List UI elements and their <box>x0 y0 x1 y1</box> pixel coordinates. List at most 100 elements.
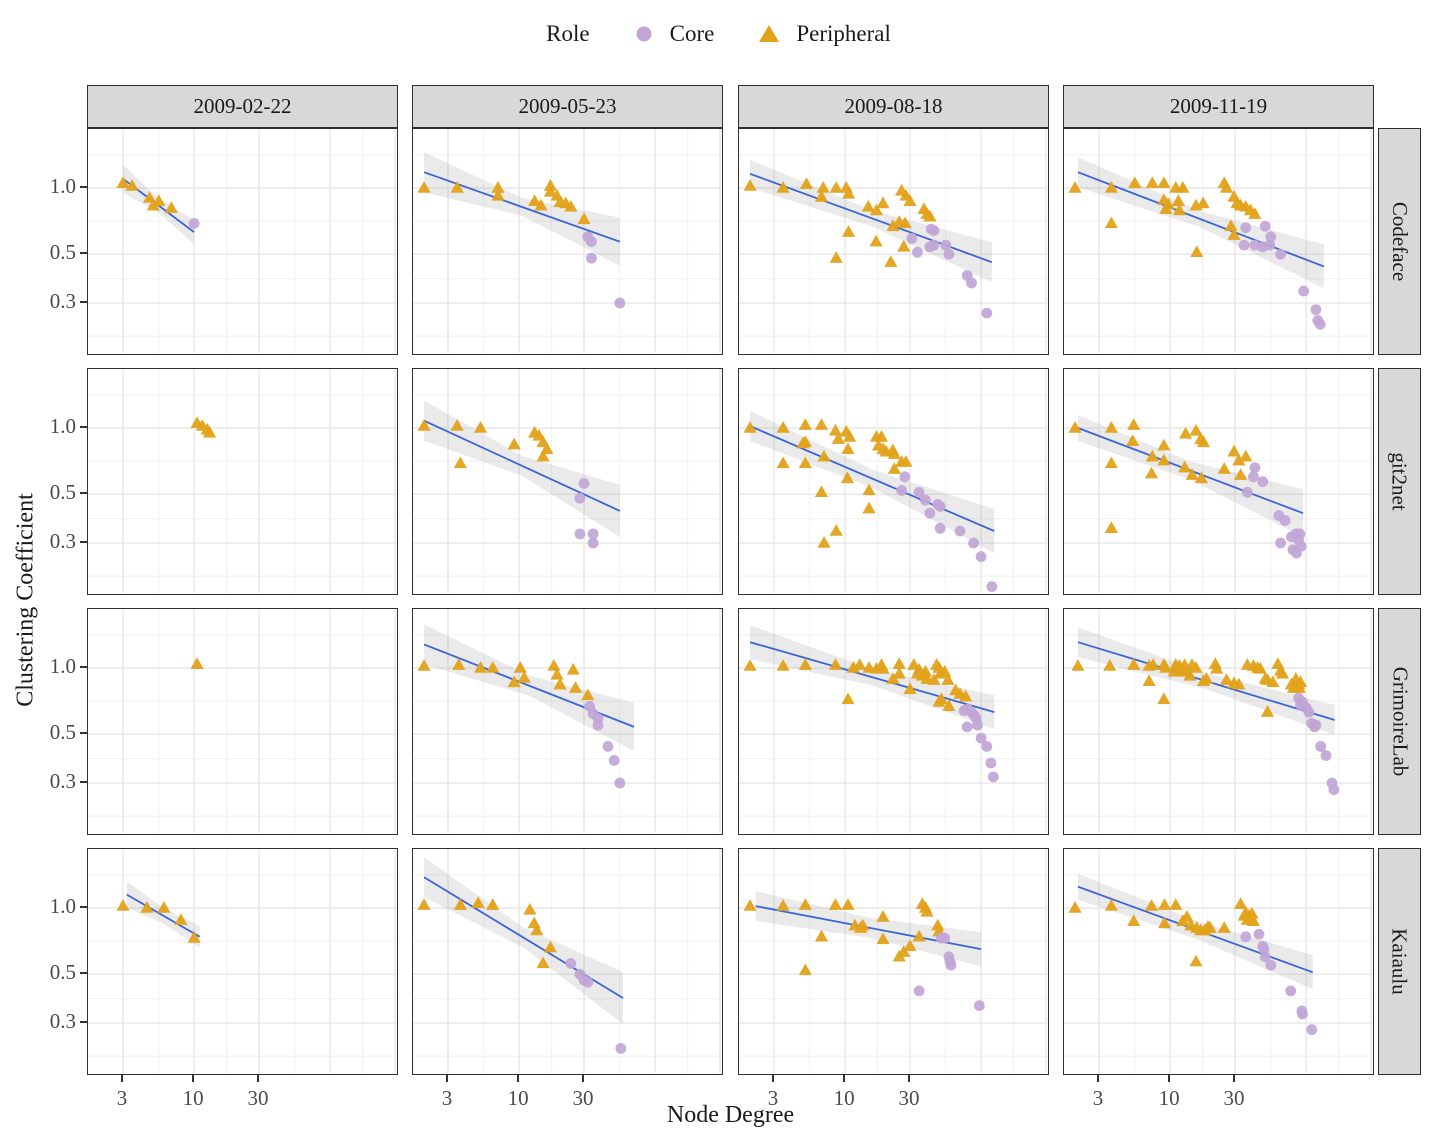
core-point <box>1275 248 1287 260</box>
peripheral-point <box>190 657 204 669</box>
peripheral-point <box>776 421 790 433</box>
x-tick-label: 3 <box>767 1086 779 1110</box>
peripheral-point <box>453 456 467 469</box>
panel-git2net-2009-05-23 <box>412 368 723 595</box>
peripheral-point <box>841 225 856 237</box>
core-point <box>585 252 597 264</box>
peripheral-point <box>874 430 889 442</box>
y-tick-mark <box>80 541 87 543</box>
x-tick-label: 10 <box>1158 1086 1180 1110</box>
peripheral-point <box>1196 196 1210 209</box>
x-tick-mark <box>257 1075 259 1082</box>
peripheral-point <box>523 902 537 915</box>
confidence-band <box>755 891 982 967</box>
peripheral-point <box>536 956 550 969</box>
core-point <box>934 522 946 534</box>
core-point <box>1303 706 1315 718</box>
facet-row-label: Codeface <box>1388 201 1413 282</box>
peripheral-point <box>1234 897 1248 909</box>
peripheral-point <box>1157 916 1172 929</box>
core-point <box>565 957 577 969</box>
y-tick-label: 1.0 <box>49 174 76 198</box>
peripheral-point <box>1217 921 1231 933</box>
core-point <box>582 976 594 988</box>
x-tick-mark <box>772 1075 774 1082</box>
peripheral-point <box>1145 176 1159 189</box>
peripheral-point <box>743 899 757 911</box>
peripheral-point <box>1194 471 1209 484</box>
peripheral-point <box>1103 659 1117 671</box>
core-point <box>602 741 614 752</box>
peripheral-point <box>507 437 521 450</box>
x-axis-title: Node Degree <box>666 1102 795 1128</box>
peripheral-point <box>814 418 829 430</box>
peripheral-point <box>861 199 875 212</box>
peripheral-point <box>1219 673 1234 685</box>
legend-item-peripheral-label: Peripheral <box>796 21 891 46</box>
core-point <box>1265 231 1277 243</box>
core-point <box>987 771 999 783</box>
peripheral-point <box>776 181 790 193</box>
peripheral-point <box>898 216 912 229</box>
peripheral-point <box>862 501 876 514</box>
core-point <box>608 755 620 766</box>
core-point <box>981 741 993 752</box>
panel-GrimoireLab-2009-02-22 <box>87 608 398 835</box>
core-point <box>1285 985 1297 997</box>
core-point <box>585 236 597 248</box>
peripheral-point <box>1189 661 1203 673</box>
core-point <box>968 537 979 549</box>
peripheral-point <box>743 179 757 191</box>
y-tick-mark <box>80 186 87 188</box>
confidence-band <box>424 624 634 751</box>
peripheral-point <box>743 421 757 433</box>
core-point <box>1328 784 1340 796</box>
core-point <box>920 494 931 506</box>
core-point <box>939 932 951 944</box>
peripheral-point <box>1196 435 1211 448</box>
trend-line <box>1077 171 1325 268</box>
facet-column-header: 2009-08-18 <box>738 85 1049 128</box>
peripheral-point <box>1071 659 1085 671</box>
peripheral-point <box>816 181 830 193</box>
peripheral-point <box>1199 672 1214 684</box>
peripheral-point <box>841 442 855 455</box>
peripheral-point <box>1217 462 1231 474</box>
peripheral-point <box>1128 176 1142 189</box>
peripheral-point <box>876 910 890 922</box>
peripheral-point <box>1127 658 1141 670</box>
peripheral-point <box>876 932 890 945</box>
peripheral-point <box>1171 194 1185 207</box>
peripheral-point <box>1144 899 1159 911</box>
core-point <box>945 959 957 971</box>
peripheral-point <box>776 899 790 911</box>
core-point <box>985 757 997 769</box>
y-tick-label: 1.0 <box>49 654 76 678</box>
peripheral-point <box>817 536 831 548</box>
facet-column-header: 2009-05-23 <box>412 85 723 128</box>
core-point <box>1238 239 1250 251</box>
core-point <box>574 492 586 504</box>
peripheral-point <box>1185 468 1199 480</box>
x-tick-label: 3 <box>116 1086 128 1110</box>
peripheral-point <box>1068 421 1082 433</box>
peripheral-point <box>1157 453 1171 466</box>
peripheral-point <box>841 898 855 910</box>
peripheral-point <box>776 456 790 469</box>
peripheral-point <box>942 699 956 711</box>
panel-GrimoireLab-2009-08-18 <box>738 608 1049 835</box>
peripheral-point <box>798 963 812 976</box>
confidence-band <box>424 857 623 1024</box>
peripheral-point <box>164 201 178 213</box>
core-point <box>1253 928 1265 940</box>
peripheral-point <box>1189 423 1203 436</box>
peripheral-point <box>1183 668 1197 681</box>
peripheral-point <box>828 658 843 670</box>
y-tick-label: 0.3 <box>49 1009 76 1034</box>
legend-title: Role <box>546 21 590 46</box>
core-point <box>940 239 952 251</box>
legend: Role Core Peripheral <box>0 16 1437 52</box>
peripheral-point <box>450 181 464 193</box>
x-tick-mark <box>908 1075 910 1082</box>
